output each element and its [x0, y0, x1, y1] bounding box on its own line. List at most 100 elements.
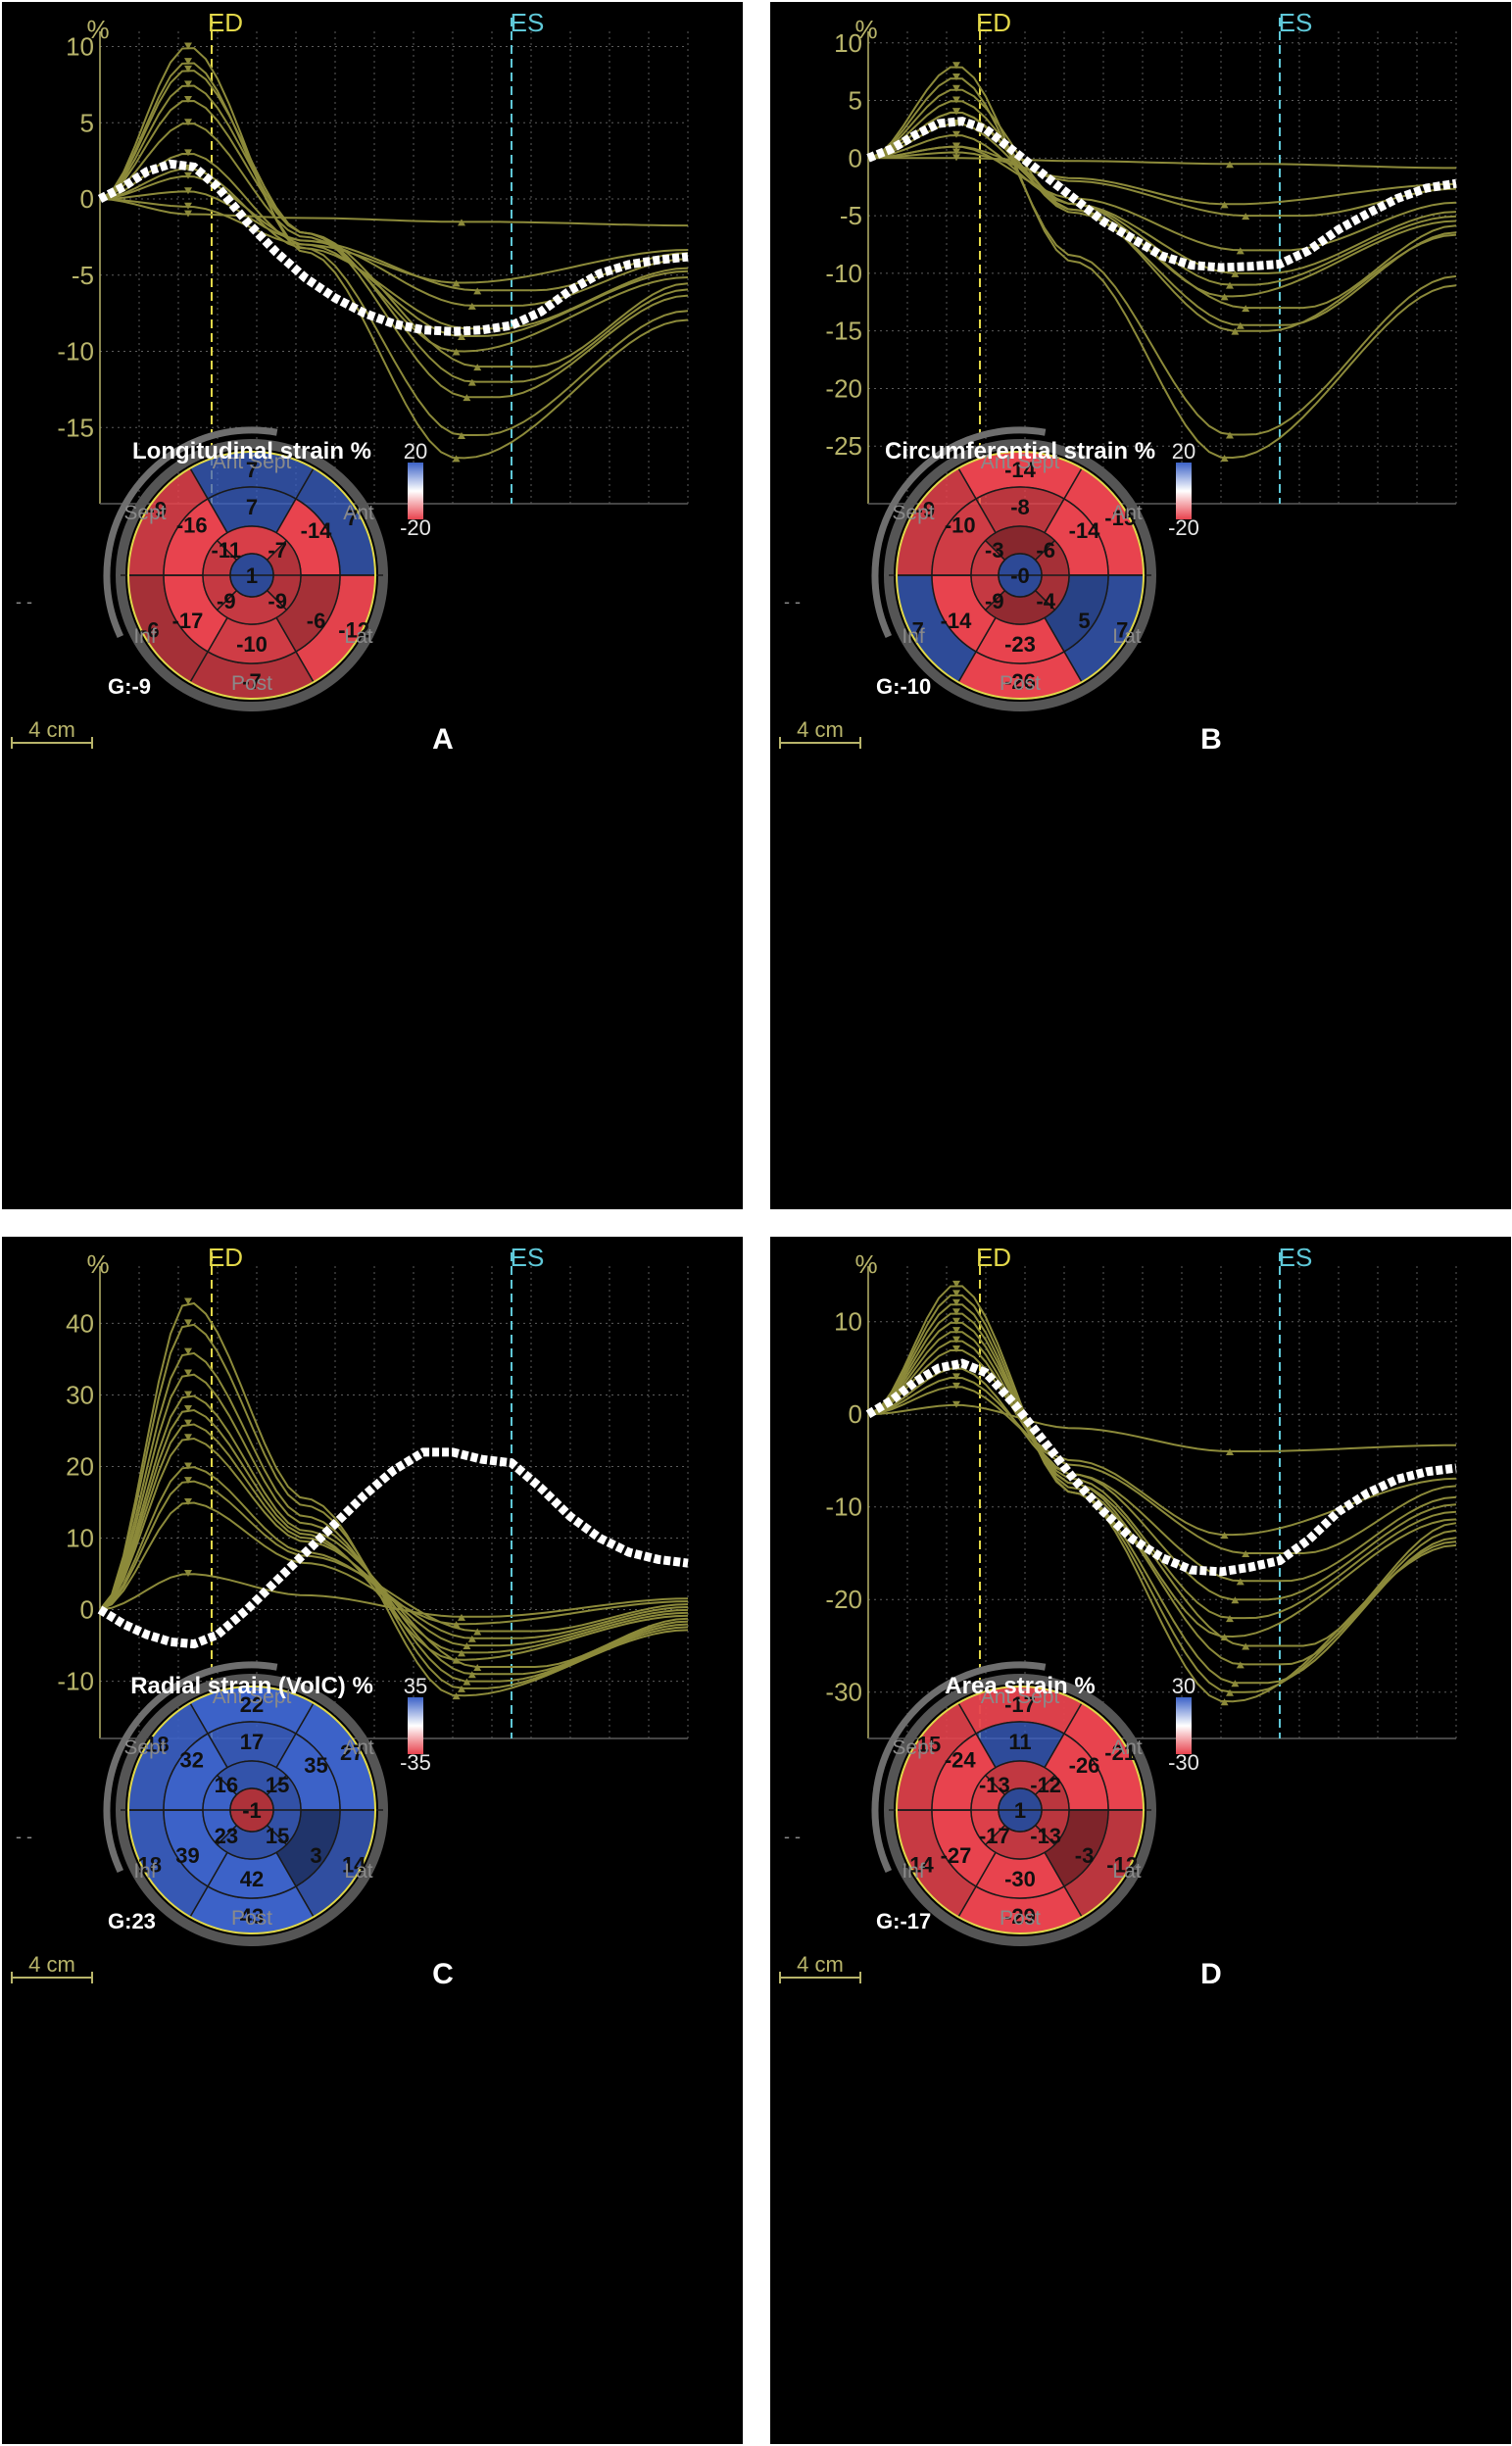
segment-peak-marker: [184, 1405, 192, 1413]
segment-trough-marker: [1231, 1680, 1240, 1688]
bullseye-segment-value: -4: [1036, 589, 1055, 613]
panel-letter: D: [1200, 1958, 1222, 1990]
segment-peak-marker: [184, 171, 192, 179]
segment-strain-curve: [99, 1323, 689, 1689]
segment-strain-curve: [867, 1312, 1457, 1666]
segment-strain-curve: [867, 145, 1457, 218]
divider-dashes: - -: [16, 592, 32, 612]
segment-trough-marker: [458, 332, 465, 340]
segment-peak-marker: [952, 1298, 960, 1306]
bullseye-segment-value: 32: [179, 1748, 203, 1773]
segment-trough-marker: [1226, 1448, 1234, 1456]
y-tick-label: 10: [66, 1524, 94, 1553]
color-scale-max: 35: [404, 1674, 427, 1698]
strain-panel-c: 40 30 20 10 0 -10% ED ES - - 22 17 18 32 16 15 35 27 -1 39…: [2, 1237, 743, 2444]
segment-trough-marker: [463, 1642, 471, 1650]
global-strain-value: G:-17: [876, 1909, 931, 1933]
bullseye-segment-value: -14: [1004, 458, 1037, 482]
y-tick-label: -20: [825, 373, 862, 403]
global-strain-value: G:-10: [876, 674, 931, 699]
segment-trough-marker: [1242, 213, 1250, 220]
segment-trough-marker: [1226, 161, 1234, 169]
segment-strain-curve: [867, 111, 1457, 298]
segment-peak-marker: [952, 1290, 960, 1297]
segment-peak-marker: [184, 1570, 192, 1578]
y-tick-label: -5: [72, 261, 94, 290]
es-label: ES: [511, 1243, 545, 1272]
segment-trough-marker: [1242, 305, 1250, 313]
bullseye-segment-value: 3: [310, 1843, 321, 1868]
bullseye-segment-value: 15: [266, 1773, 289, 1797]
segment-strain-curve: [99, 174, 689, 307]
segment-trough-marker: [452, 348, 461, 356]
bullseye-segment-value: -15: [1104, 506, 1136, 530]
bullseye-label-post: Post: [231, 1907, 272, 1930]
y-tick-label: -10: [57, 1667, 94, 1696]
bullseye-segment-value: -8: [1010, 495, 1030, 519]
bullseye-label-ant: Ant: [1111, 502, 1143, 524]
bullseye-segment-value: -13: [1030, 1824, 1061, 1848]
bullseye-segment-value: 18: [145, 1732, 169, 1756]
segment-peak-marker: [184, 95, 192, 103]
es-label: ES: [511, 8, 545, 37]
segment-peak-marker: [184, 149, 192, 157]
bullseye-segment-value: 22: [240, 1692, 264, 1717]
bullseye-label-lat: Lat: [344, 625, 372, 648]
y-unit-label: %: [86, 15, 109, 44]
segment-trough-marker: [467, 1635, 476, 1642]
bullseye-segment-value: 35: [304, 1753, 327, 1778]
bullseye-segment-value: 16: [215, 1773, 238, 1797]
bullseye-segment-value: -14: [1069, 518, 1101, 543]
segment-trough-marker: [473, 287, 482, 295]
segment-strain-curve: [99, 1408, 689, 1661]
bullseye-label-sept: Sept: [123, 1737, 166, 1759]
bullseye-segment-value: -9: [148, 497, 168, 521]
segment-strain-curve: [867, 77, 1457, 436]
bullseye-segment-value: -21: [1104, 1740, 1136, 1765]
bullseye-segment-value: -6: [140, 617, 160, 642]
panel-letter: A: [432, 723, 454, 756]
bullseye-label-inf: Inf: [902, 625, 925, 648]
segment-peak-marker: [952, 62, 960, 70]
bullseye-label-ant-sept: Ant Sept: [213, 1686, 292, 1708]
es-label: ES: [1279, 1243, 1313, 1272]
segment-trough-marker: [452, 1621, 461, 1629]
segment-strain-curve: [99, 1301, 689, 1697]
panel-letter: C: [432, 1958, 454, 1990]
segment-trough-marker: [1231, 1596, 1240, 1604]
scale-bar-label: 4 cm: [797, 1952, 844, 1977]
bullseye-segment-value: -10: [945, 514, 976, 538]
segment-strain-curve: [867, 1376, 1457, 1554]
bullseye-segment-value: -3: [1075, 1843, 1095, 1868]
y-unit-label: %: [854, 15, 877, 44]
segment-trough-marker: [1226, 1688, 1234, 1696]
color-scale-min: -35: [400, 1750, 431, 1775]
y-tick-label: -20: [825, 1585, 862, 1614]
segment-strain-curve: [99, 198, 689, 284]
segment-trough-marker: [1226, 281, 1234, 289]
segment-peak-marker: [184, 80, 192, 88]
y-tick-label: -25: [825, 431, 862, 461]
y-tick-label: 0: [80, 184, 94, 214]
y-tick-label: -15: [825, 317, 862, 346]
segment-peak-marker: [952, 1336, 960, 1344]
segment-strain-curve: [868, 157, 1456, 170]
bullseye-label-ant: Ant: [343, 502, 374, 524]
segment-trough-marker: [458, 1685, 465, 1692]
segment-strain-curve: [867, 1321, 1457, 1647]
y-unit-label: %: [854, 1249, 877, 1279]
color-scale-bar: [408, 1697, 423, 1754]
bullseye-segment-value: -29: [1004, 1904, 1036, 1929]
segment-trough-marker: [452, 1692, 461, 1700]
bullseye-title: Circumferential strain %: [885, 438, 1155, 465]
bullseye-septal-arc: [871, 1661, 1047, 1874]
segment-peak-marker: [184, 210, 192, 218]
segment-strain-curve: [867, 1386, 1457, 1537]
y-tick-label: 10: [834, 28, 862, 58]
bullseye-segment-value: -16: [176, 514, 208, 538]
color-scale-bar: [1176, 463, 1192, 519]
bullseye-label-lat: Lat: [344, 1860, 372, 1883]
bullseye-segment-value: -11: [212, 538, 242, 563]
segment-strain-curve: [99, 1423, 689, 1654]
segment-peak-marker: [184, 1347, 192, 1355]
